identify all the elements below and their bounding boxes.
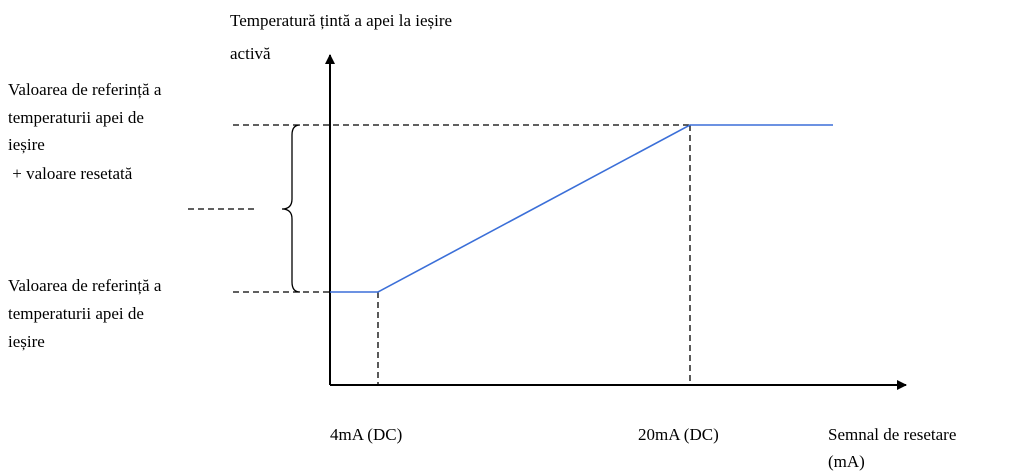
y-axis-label: Temperatură țintă a apei la ieșire	[230, 11, 452, 30]
x-axis-label: (mA)	[828, 452, 865, 471]
upper-label: + valoare resetată	[8, 164, 133, 183]
lower-label: ieșire	[8, 332, 45, 351]
lower-label: temperaturii apei de	[8, 304, 144, 323]
upper-label: ieșire	[8, 135, 45, 154]
x-mark-label: 20mA (DC)	[638, 425, 719, 444]
lower-label: Valoarea de referință a	[8, 276, 162, 295]
x-axis-label: Semnal de resetare	[828, 425, 956, 444]
upper-label: Valoarea de referință a	[8, 80, 162, 99]
x-mark-label: 4mA (DC)	[330, 425, 402, 444]
y-axis-label: activă	[230, 44, 271, 63]
upper-label: temperaturii apei de	[8, 108, 144, 127]
reset-curve	[330, 124, 833, 293]
brace	[281, 124, 301, 293]
